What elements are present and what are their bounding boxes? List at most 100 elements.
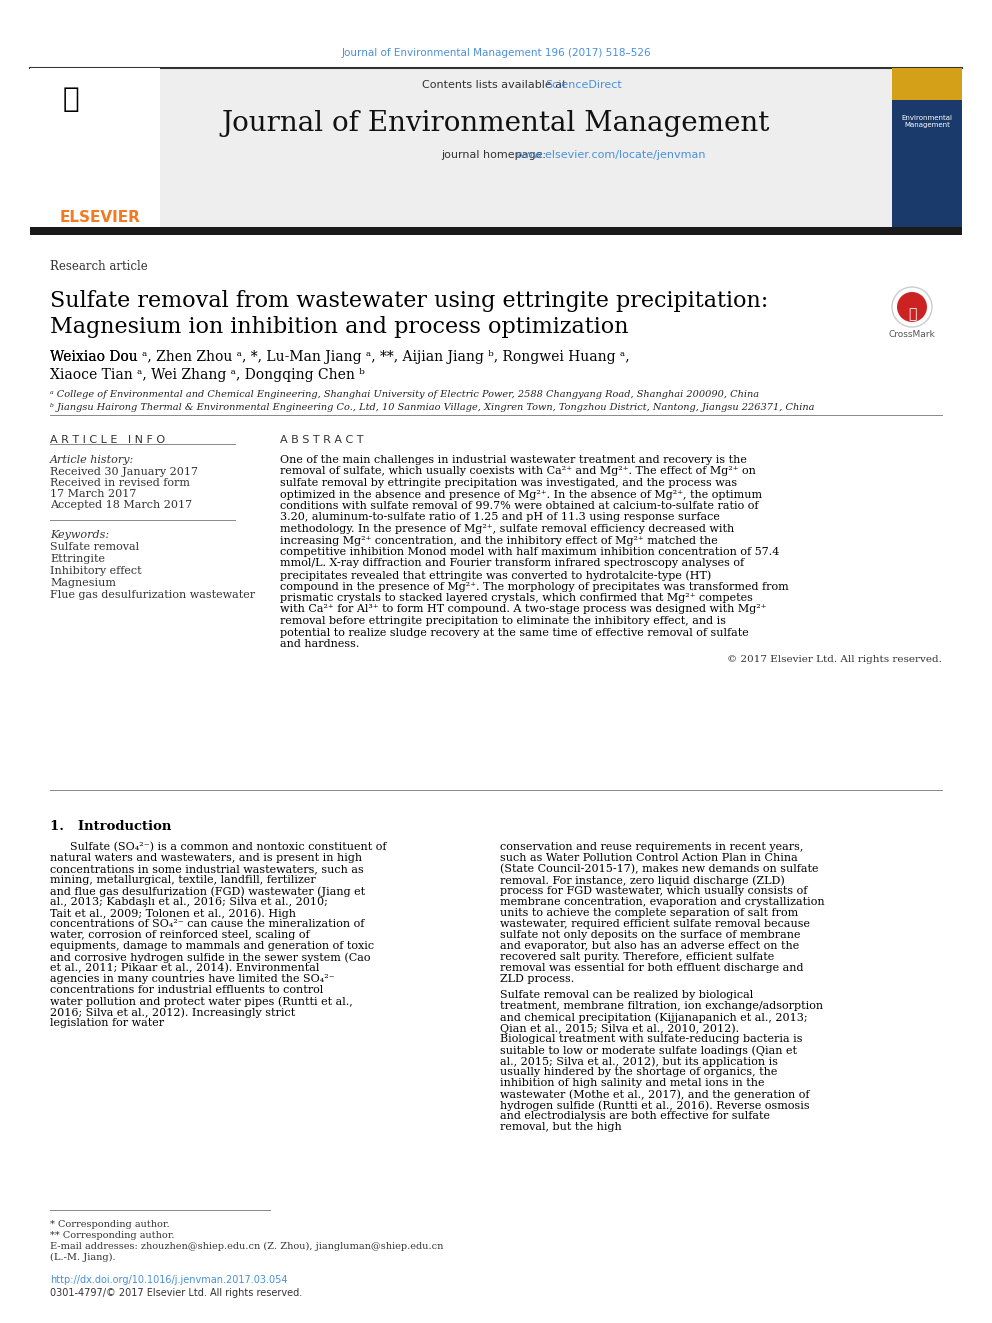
Text: and hardness.: and hardness. xyxy=(280,639,359,650)
Text: Ettringite: Ettringite xyxy=(50,554,105,564)
Text: Research article: Research article xyxy=(50,261,148,273)
Text: Accepted 18 March 2017: Accepted 18 March 2017 xyxy=(50,500,192,509)
Text: units to achieve the complete separation of salt from: units to achieve the complete separation… xyxy=(500,908,799,918)
Text: such as Water Pollution Control Action Plan in China: such as Water Pollution Control Action P… xyxy=(500,853,798,863)
Text: (State Council-2015-17), makes new demands on sulfate: (State Council-2015-17), makes new deman… xyxy=(500,864,818,875)
Text: concentrations of SO₄²⁻ can cause the mineralization of: concentrations of SO₄²⁻ can cause the mi… xyxy=(50,919,364,929)
Text: removal, but the high: removal, but the high xyxy=(500,1122,622,1132)
Text: 0301-4797/© 2017 Elsevier Ltd. All rights reserved.: 0301-4797/© 2017 Elsevier Ltd. All right… xyxy=(50,1289,303,1298)
Text: precipitates revealed that ettringite was converted to hydrotalcite-type (HT): precipitates revealed that ettringite wa… xyxy=(280,570,711,581)
Text: potential to realize sludge recovery at the same time of effective removal of su: potential to realize sludge recovery at … xyxy=(280,627,749,638)
Text: Sulfate removal: Sulfate removal xyxy=(50,542,139,552)
Text: wastewater, required efficient sulfate removal because: wastewater, required efficient sulfate r… xyxy=(500,919,810,929)
Text: agencies in many countries have limited the SO₄²⁻: agencies in many countries have limited … xyxy=(50,974,334,984)
Text: natural waters and wastewaters, and is present in high: natural waters and wastewaters, and is p… xyxy=(50,853,362,863)
Text: ELSEVIER: ELSEVIER xyxy=(60,210,141,225)
Text: legislation for water: legislation for water xyxy=(50,1017,164,1028)
Text: Xiaoce Tian ᵃ, Wei Zhang ᵃ, Dongqing Chen ᵇ: Xiaoce Tian ᵃ, Wei Zhang ᵃ, Dongqing Che… xyxy=(50,368,365,382)
Text: wastewater (Mothe et al., 2017), and the generation of: wastewater (Mothe et al., 2017), and the… xyxy=(500,1089,809,1099)
Text: equipments, damage to mammals and generation of toxic: equipments, damage to mammals and genera… xyxy=(50,941,374,951)
Text: and corrosive hydrogen sulfide in the sewer system (Cao: and corrosive hydrogen sulfide in the se… xyxy=(50,953,370,963)
Text: suitable to low or moderate sulfate loadings (Qian et: suitable to low or moderate sulfate load… xyxy=(500,1045,797,1056)
Text: membrane concentration, evaporation and crystallization: membrane concentration, evaporation and … xyxy=(500,897,824,908)
Text: compound in the presence of Mg²⁺. The morphology of precipitates was transformed: compound in the presence of Mg²⁺. The mo… xyxy=(280,582,789,591)
Text: recovered salt purity. Therefore, efficient sulfate: recovered salt purity. Therefore, effici… xyxy=(500,953,774,962)
Bar xyxy=(892,67,962,230)
Text: methodology. In the presence of Mg²⁺, sulfate removal efficiency decreased with: methodology. In the presence of Mg²⁺, su… xyxy=(280,524,734,534)
Text: concentrations in some industrial wastewaters, such as: concentrations in some industrial wastew… xyxy=(50,864,364,875)
Text: conditions with sulfate removal of 99.7% were obtained at calcium-to-sulfate rat: conditions with sulfate removal of 99.7%… xyxy=(280,501,759,511)
Text: (L.-M. Jiang).: (L.-M. Jiang). xyxy=(50,1253,116,1262)
Text: Weixiao Dou: Weixiao Dou xyxy=(50,351,142,364)
Text: al., 2013; Kabdaşlı et al., 2016; Silva et al., 2010;: al., 2013; Kabdaşlı et al., 2016; Silva … xyxy=(50,897,328,908)
Text: CrossMark: CrossMark xyxy=(889,329,935,339)
Text: ᵃ College of Environmental and Chemical Engineering, Shanghai University of Elec: ᵃ College of Environmental and Chemical … xyxy=(50,390,759,400)
Text: Journal of Environmental Management: Journal of Environmental Management xyxy=(222,110,770,138)
Text: Qian et al., 2015; Silva et al., 2010, 2012).: Qian et al., 2015; Silva et al., 2010, 2… xyxy=(500,1023,739,1033)
Text: ✕: ✕ xyxy=(908,307,917,321)
Text: www.elsevier.com/locate/jenvman: www.elsevier.com/locate/jenvman xyxy=(516,149,706,160)
Text: removal was essential for both effluent discharge and: removal was essential for both effluent … xyxy=(500,963,804,972)
Text: * Corresponding author.: * Corresponding author. xyxy=(50,1220,170,1229)
Bar xyxy=(30,67,160,230)
Bar xyxy=(30,228,962,235)
Text: ᵇ Jiangsu Hairong Thermal & Environmental Engineering Co., Ltd, 10 Sanmiao Villa: ᵇ Jiangsu Hairong Thermal & Environmenta… xyxy=(50,404,814,411)
Text: removal before ettringite precipitation to eliminate the inhibitory effect, and : removal before ettringite precipitation … xyxy=(280,617,726,626)
Text: Received 30 January 2017: Received 30 January 2017 xyxy=(50,467,198,478)
Text: et al., 2011; Pikaar et al., 2014). Environmental: et al., 2011; Pikaar et al., 2014). Envi… xyxy=(50,963,319,974)
Text: and flue gas desulfurization (FGD) wastewater (Jiang et: and flue gas desulfurization (FGD) waste… xyxy=(50,886,365,897)
Text: Magnesium: Magnesium xyxy=(50,578,116,587)
Text: 2016; Silva et al., 2012). Increasingly strict: 2016; Silva et al., 2012). Increasingly … xyxy=(50,1007,296,1017)
Text: Weixiao Dou ᵃ, Zhen Zhou ᵃ, *, Lu-Man Jiang ᵃ, **, Aijian Jiang ᵇ, Rongwei Huang: Weixiao Dou ᵃ, Zhen Zhou ᵃ, *, Lu-Man Ji… xyxy=(50,351,630,364)
Text: concentrations for industrial effluents to control: concentrations for industrial effluents … xyxy=(50,986,323,995)
Text: removal. For instance, zero liquid discharge (ZLD): removal. For instance, zero liquid disch… xyxy=(500,875,785,885)
Text: A R T I C L E   I N F O: A R T I C L E I N F O xyxy=(50,435,165,445)
Text: ** Corresponding author.: ** Corresponding author. xyxy=(50,1230,175,1240)
Text: inhibition of high salinity and metal ions in the: inhibition of high salinity and metal io… xyxy=(500,1078,765,1088)
Text: mmol/L. X-ray diffraction and Fourier transform infrared spectroscopy analyses o: mmol/L. X-ray diffraction and Fourier tr… xyxy=(280,558,744,569)
Text: Sulfate removal can be realized by biological: Sulfate removal can be realized by biolo… xyxy=(500,990,753,1000)
Text: competitive inhibition Monod model with half maximum inhibition concentration of: competitive inhibition Monod model with … xyxy=(280,546,780,557)
Text: Flue gas desulfurization wastewater: Flue gas desulfurization wastewater xyxy=(50,590,255,601)
Text: 🌳: 🌳 xyxy=(63,85,79,112)
Text: conservation and reuse requirements in recent years,: conservation and reuse requirements in r… xyxy=(500,841,804,852)
Circle shape xyxy=(897,292,927,321)
Text: al., 2015; Silva et al., 2012), but its application is: al., 2015; Silva et al., 2012), but its … xyxy=(500,1056,778,1066)
Text: Received in revised form: Received in revised form xyxy=(50,478,190,488)
Text: Journal of Environmental Management 196 (2017) 518–526: Journal of Environmental Management 196 … xyxy=(341,48,651,58)
Text: with Ca²⁺ for Al³⁺ to form HT compound. A two-stage process was designed with Mg: with Ca²⁺ for Al³⁺ to form HT compound. … xyxy=(280,605,767,614)
Text: Sulfate removal from wastewater using ettringite precipitation:: Sulfate removal from wastewater using et… xyxy=(50,290,768,312)
Text: water, corrosion of reinforced steel, scaling of: water, corrosion of reinforced steel, sc… xyxy=(50,930,310,941)
Text: 3.20, aluminum-to-sulfate ratio of 1.25 and pH of 11.3 using response surface: 3.20, aluminum-to-sulfate ratio of 1.25 … xyxy=(280,512,720,523)
Text: and evaporator, but also has an adverse effect on the: and evaporator, but also has an adverse … xyxy=(500,941,800,951)
Text: sulfate removal by ettringite precipitation was investigated, and the process wa: sulfate removal by ettringite precipitat… xyxy=(280,478,737,488)
Text: E-mail addresses: zhouzhen@shiep.edu.cn (Z. Zhou), jiangluman@shiep.edu.cn: E-mail addresses: zhouzhen@shiep.edu.cn … xyxy=(50,1242,443,1252)
Text: prismatic crystals to stacked layered crystals, which confirmed that Mg²⁺ compet: prismatic crystals to stacked layered cr… xyxy=(280,593,753,603)
Text: optimized in the absence and presence of Mg²⁺. In the absence of Mg²⁺, the optim: optimized in the absence and presence of… xyxy=(280,490,762,500)
Text: water pollution and protect water pipes (Runtti et al.,: water pollution and protect water pipes … xyxy=(50,996,353,1007)
Bar xyxy=(30,67,962,230)
Text: Sulfate (SO₄²⁻) is a common and nontoxic constituent of: Sulfate (SO₄²⁻) is a common and nontoxic… xyxy=(70,841,387,852)
Text: Tait et al., 2009; Tolonen et al., 2016). High: Tait et al., 2009; Tolonen et al., 2016)… xyxy=(50,908,296,918)
Text: treatment, membrane filtration, ion exchange/adsorption: treatment, membrane filtration, ion exch… xyxy=(500,1002,823,1011)
Text: removal of sulfate, which usually coexists with Ca²⁺ and Mg²⁺. The effect of Mg²: removal of sulfate, which usually coexis… xyxy=(280,467,756,476)
Text: Contents lists available at: Contents lists available at xyxy=(422,79,570,90)
Text: sulfate not only deposits on the surface of membrane: sulfate not only deposits on the surface… xyxy=(500,930,801,941)
Text: 17 March 2017: 17 March 2017 xyxy=(50,490,136,499)
Text: increasing Mg²⁺ concentration, and the inhibitory effect of Mg²⁺ matched the: increasing Mg²⁺ concentration, and the i… xyxy=(280,536,718,545)
Text: 1.   Introduction: 1. Introduction xyxy=(50,820,172,833)
Text: © 2017 Elsevier Ltd. All rights reserved.: © 2017 Elsevier Ltd. All rights reserved… xyxy=(727,655,942,664)
Text: Biological treatment with sulfate-reducing bacteria is: Biological treatment with sulfate-reduci… xyxy=(500,1035,803,1044)
Text: hydrogen sulfide (Runtti et al., 2016). Reverse osmosis: hydrogen sulfide (Runtti et al., 2016). … xyxy=(500,1099,809,1110)
Text: usually hindered by the shortage of organics, the: usually hindered by the shortage of orga… xyxy=(500,1068,778,1077)
Text: mining, metallurgical, textile, landfill, fertilizer: mining, metallurgical, textile, landfill… xyxy=(50,875,315,885)
Bar xyxy=(892,67,962,101)
Text: http://dx.doi.org/10.1016/j.jenvman.2017.03.054: http://dx.doi.org/10.1016/j.jenvman.2017… xyxy=(50,1275,288,1285)
Text: and chemical precipitation (Kijjanapanich et al., 2013;: and chemical precipitation (Kijjanapanic… xyxy=(500,1012,807,1023)
Text: journal homepage:: journal homepage: xyxy=(441,149,551,160)
Text: Article history:: Article history: xyxy=(50,455,134,464)
Text: One of the main challenges in industrial wastewater treatment and recovery is th: One of the main challenges in industrial… xyxy=(280,455,747,464)
Text: Keywords:: Keywords: xyxy=(50,531,109,540)
Text: Magnesium ion inhibition and process optimization: Magnesium ion inhibition and process opt… xyxy=(50,316,629,337)
Text: Inhibitory effect: Inhibitory effect xyxy=(50,566,142,576)
